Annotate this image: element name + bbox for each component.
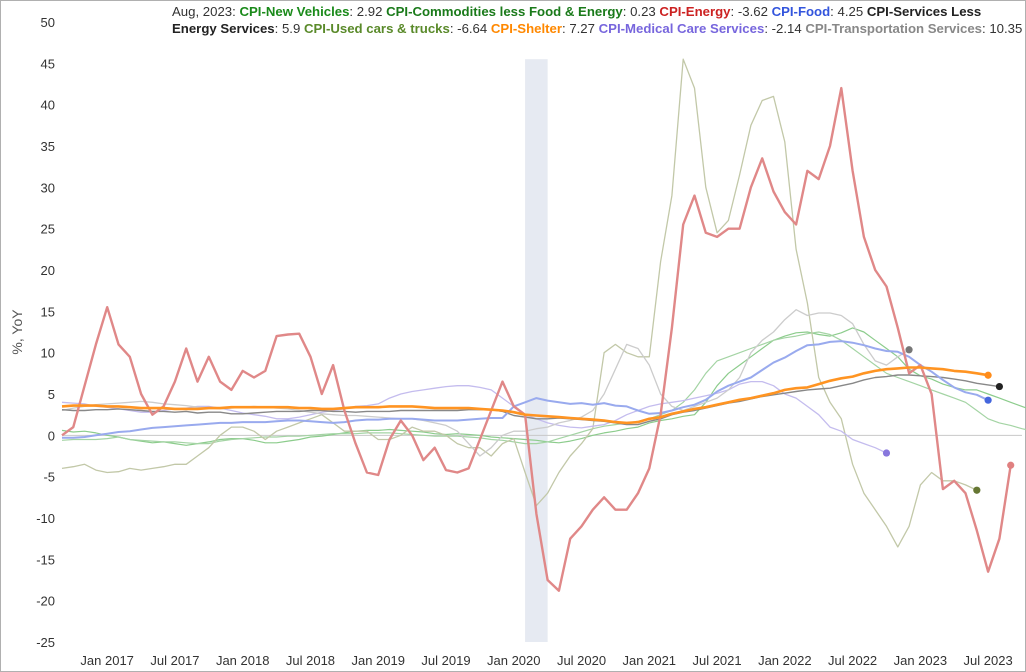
x-tick-label: Jan 2023 (894, 653, 948, 668)
legend-value-8: 10.35 (989, 21, 1023, 36)
y-tick-label: 10 (41, 346, 55, 361)
series-line-3 (62, 340, 989, 439)
x-tick-label: Jul 2023 (964, 653, 1013, 668)
legend-value-3: 4.25 (837, 4, 864, 19)
x-tick-label: Jan 2022 (758, 653, 812, 668)
series-end-marker-7 (882, 449, 891, 457)
y-tick-label: 40 (41, 98, 55, 113)
x-tick-label: Jul 2019 (421, 653, 470, 668)
series-end-marker-8 (905, 346, 913, 354)
y-tick-label: 0 (48, 428, 55, 443)
y-tick-label: 5 (48, 387, 55, 402)
series-line-6 (61, 366, 989, 425)
y-tick-label: 45 (41, 56, 55, 71)
y-tick-label: 20 (41, 263, 55, 278)
y-tick-label: 50 (41, 15, 55, 30)
legend-value-5: -6.64 (457, 21, 488, 36)
legend-value-4: 5.9 (281, 21, 301, 36)
x-tick-label: Jul 2018 (286, 653, 335, 668)
legend-value-0: 2.92 (356, 4, 383, 19)
legend-label-5: CPI-Used cars & trucks (300, 21, 450, 36)
y-tick-label: 30 (41, 180, 55, 195)
legend-value-7: -2.14 (771, 21, 802, 36)
series-line-7 (61, 380, 887, 454)
y-tick-label: 15 (41, 304, 55, 319)
legend-label-2: CPI-Energy (655, 4, 731, 19)
x-tick-label: Jan 2020 (487, 653, 541, 668)
series-end-marker-6 (984, 371, 992, 379)
y-tick-label: -15 (36, 552, 55, 567)
y-tick-label: 25 (41, 222, 55, 237)
y-tick-label: -25 (36, 635, 55, 650)
legend-label-3: CPI-Food (767, 4, 831, 19)
legend-label-4: CPI-Services Less Energy Services (172, 4, 982, 36)
series-line-5 (61, 58, 978, 548)
legend-label-6: CPI-Shelter (487, 21, 562, 36)
y-tick-label: -20 (36, 594, 55, 609)
x-tick-label: Jul 2020 (557, 653, 606, 668)
series-line-2 (61, 86, 1012, 592)
series-end-marker-2 (1007, 461, 1015, 469)
y-tick-label: -10 (36, 511, 55, 526)
legend-label-0: CPI-New Vehicles (239, 4, 350, 19)
y-axis-label: %, YoY (9, 309, 25, 355)
x-tick-label: Jan 2019 (351, 653, 405, 668)
x-tick-label: Jan 2018 (216, 653, 270, 668)
legend-items: CPI-New Vehicles: 2.92 CPI-Commodities l… (172, 4, 1023, 36)
legend-label-1: CPI-Commodities less Food & Energy (382, 4, 623, 19)
legend-value-6: 7.27 (569, 21, 595, 36)
series-line-0 (61, 327, 1026, 446)
x-tick-label: Jan 2017 (80, 653, 134, 668)
y-tick-label: -5 (43, 470, 55, 485)
y-tick-label: 35 (41, 139, 55, 154)
series-end-marker-3 (984, 396, 992, 404)
legend-label-7: CPI-Medical Care Services (594, 21, 765, 36)
series-line-4 (61, 374, 1000, 426)
legend: Aug, 2023: CPI-New Vehicles: 2.92 CPI-Co… (172, 3, 1024, 37)
series-end-marker-5 (973, 486, 981, 494)
legend-label-8: CPI-Transportation Services (801, 21, 982, 36)
legend-date: Aug, 2023: (172, 4, 236, 19)
x-tick-label: Jul 2021 (692, 653, 741, 668)
x-tick-label: Jul 2017 (150, 653, 199, 668)
legend-value-1: 0.23 (630, 4, 656, 19)
recession-band (525, 59, 548, 642)
series-end-marker-4 (995, 382, 1004, 391)
legend-value-2: -3.62 (737, 4, 768, 19)
series-line-8 (61, 309, 910, 457)
x-tick-label: Jan 2021 (623, 653, 677, 668)
x-tick-label: Jul 2022 (828, 653, 877, 668)
